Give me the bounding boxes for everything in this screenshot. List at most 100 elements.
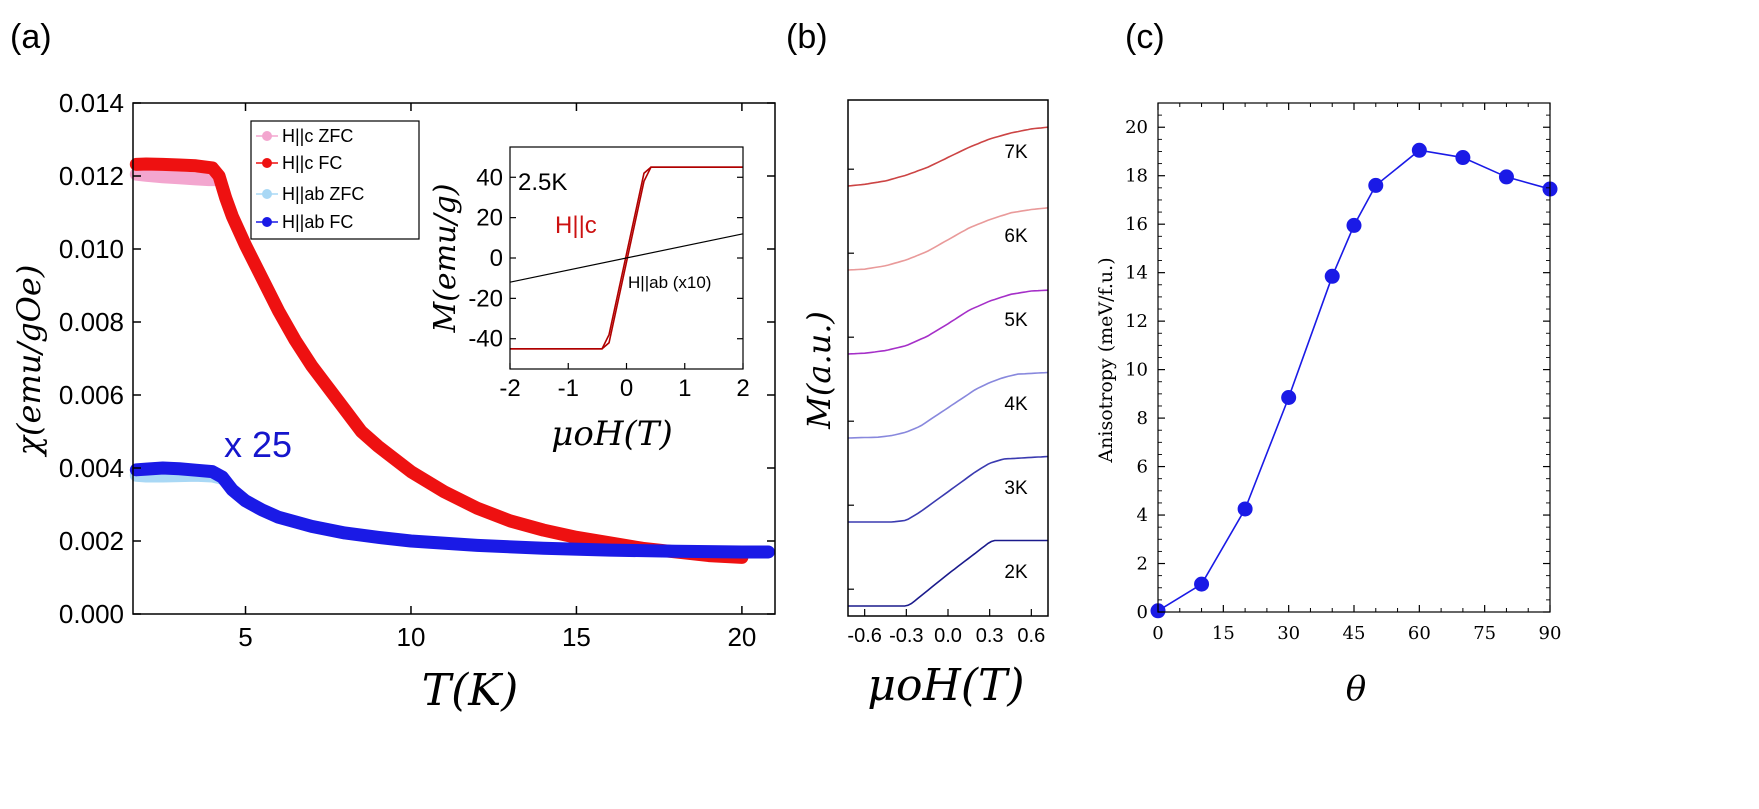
panel-c-point-1 [1194,576,1210,592]
legend-entry-3: H||ab FC [256,212,353,232]
inset-xtick-label-0: -2 [499,375,520,402]
legend-entry-0: H||c ZFC [256,126,353,146]
inset-series-1 [510,166,743,350]
panel-c-ytick-label-10: 20 [1125,117,1148,138]
panel-a-xtick-label-1: 10 [397,622,426,652]
inset-ytick-label-2: 0 [490,245,503,272]
panel-b-xtick-label-1: -0.3 [889,625,923,647]
panel-a-ytick-label-6: 0.012 [59,161,124,191]
legend-entry-1: H||c FC [256,153,342,173]
panel-b-curve-label-0: 2K [1004,562,1028,583]
inset-ytick-label-0: -40 [468,326,503,353]
panel-c-xtick-label-4: 60 [1408,623,1431,644]
panel-b-xlabel: μoH(T) [867,660,1024,711]
inset-xtick-label-4: 2 [736,375,749,402]
panel-b-frame [847,99,1049,617]
panel-c-frame [1157,102,1551,613]
panel-b-curve-label-2: 4K [1004,394,1028,415]
panel-a-ytick-label-2: 0.004 [59,453,124,483]
panel-a-ytick-label-5: 0.010 [59,234,124,264]
inset-ticks: -2 -1 0 1 2 -40 -20 0 20 40 [468,164,749,402]
panel-a-ticks: 5 10 15 200.0000.0020.0040.0060.0080.0100.0… [59,88,775,652]
panel-c-ytick-label-5: 10 [1125,360,1148,381]
panel-a-series-layer [129,157,775,564]
panel-c-xlabel: θ [1346,669,1366,709]
panel-c-ytick-label-4: 8 [1137,408,1148,429]
inset-xtick-label-1: -1 [558,375,579,402]
panel-b-curve-label-1: 3K [1004,478,1028,499]
panel-c-ytick-label-2: 4 [1137,505,1148,526]
panel-b-curve-2K [848,539,1048,607]
panel-a-ylabel: χ(emu/gOe) [10,265,48,458]
panel-c-ytick-label-9: 18 [1125,166,1148,187]
panel-a-xtick-label-0: 5 [238,622,252,652]
panel-b-curve-label-3: 5K [1004,310,1028,331]
panel-c-ytick-label-1: 2 [1137,554,1148,575]
legend-label-0: H||c ZFC [282,126,353,146]
panel-a-xlabel: T(K) [422,665,519,716]
legend-marker-1 [262,158,272,168]
panel-a-annotation-x25: x 25 [224,424,292,465]
inset-ytick-label-1: -20 [468,285,503,312]
inset-xlabel: μoH(T) [551,414,672,454]
panel-label-a: (a) [10,18,52,56]
panel-c-xtick-label-3: 45 [1343,623,1366,644]
panel-c-ytick-label-3: 6 [1137,457,1148,478]
panel-b-curve-4K [847,371,1049,439]
panel-c-point-2 [1237,501,1253,517]
inset-ylabel: M(emu/g) [428,184,463,334]
legend-frame [250,120,420,240]
panel-a-series-3 [129,461,775,559]
panel-c-point-7 [1411,142,1427,158]
inset-xtick-label-2: 0 [620,375,633,402]
inset-annotation-hc: H||c [555,212,597,239]
panel-c-chart: 0 15 30 45 60 75 90 0 2 4 6 8 10 12 14 16 18 20 θ Anisotr… [1095,102,1562,709]
panel-c-point-8 [1455,150,1471,166]
panel-a-ytick-label-0: 0.000 [59,599,124,629]
legend-label-2: H||ab ZFC [282,184,364,204]
panel-b-xtick-label-3: 0.3 [976,625,1004,647]
panel-a-legend: H||c ZFC H||c FC H||ab ZFC H||ab FC [250,120,420,240]
panel-b-curve-5K [847,289,1049,355]
panel-b-ticks: -0.6 -0.3 0.0 0.3 0.6 [847,168,1045,647]
legend-marker-2 [262,189,272,199]
panel-a-ytick-label-7: 0.014 [59,88,124,118]
panel-c-point-9 [1498,169,1514,185]
panel-c-ytick-label-0: 0 [1137,602,1148,623]
panel-b-ylabel: M(a.u.) [800,311,838,430]
panel-b-curve-label-5: 7K [1004,142,1028,163]
panel-b-curve-7K [847,126,1049,187]
inset-series-layer [509,166,744,350]
panel-a-series-1 [129,157,749,564]
panel-c-xtick-label-1: 15 [1212,623,1235,644]
panel-c-point-6 [1368,177,1384,193]
panel-a-ytick-label-1: 0.002 [59,526,124,556]
panel-b-xtick-label-4: 0.6 [1017,625,1045,647]
panel-label-c: (c) [1125,18,1165,56]
legend-entry-2: H||ab ZFC [256,184,364,204]
panel-b-xtick-label-0: -0.6 [847,625,881,647]
panel-c-point-3 [1281,389,1297,405]
legend-label-3: H||ab FC [282,212,353,232]
panel-b-curve-3K [848,455,1049,523]
inset-annotation-hab: H||ab (x10) [628,273,711,292]
panel-a-ytick-label-4: 0.008 [59,307,124,337]
panel-a-series-0 [129,167,223,187]
inset-ytick-label-4: 40 [476,164,503,191]
panel-c-series-layer [1150,142,1558,619]
panel-c-ylabel: Anisotropy (meV/f.u.) [1095,257,1117,463]
panel-b-chart: 2K 3K 4K 5K 6K 7K -0.6 -0.3 0.0 0.3 0.6 μoH(T) M(… [800,99,1049,711]
panel-c-xtick-label-2: 30 [1277,623,1300,644]
panel-a-ytick-label-3: 0.006 [59,380,124,410]
legend-marker-0 [262,131,272,141]
panel-b-curve-6K [847,207,1049,271]
panel-c-xtick-label-6: 90 [1539,623,1562,644]
panel-c-ytick-label-8: 16 [1125,214,1148,235]
panel-c-point-4 [1324,268,1340,284]
legend-marker-3 [262,217,272,227]
panel-c-xtick-label-0: 0 [1152,623,1163,644]
panel-label-b: (b) [786,18,828,56]
panel-c-ytick-label-7: 14 [1125,263,1148,284]
